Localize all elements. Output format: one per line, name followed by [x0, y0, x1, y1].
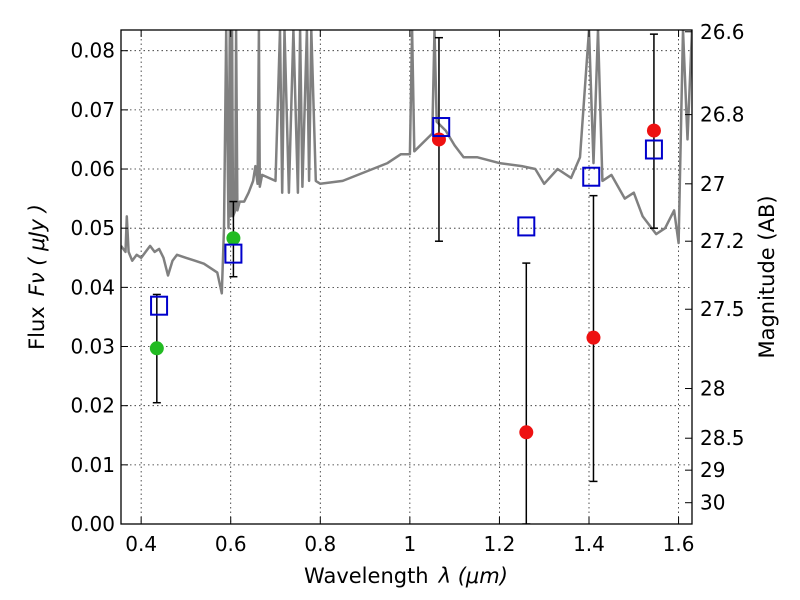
template-spectrum-line	[121, 30, 692, 295]
right-axis-label: Magnitude (AB)	[755, 195, 779, 358]
photometry-point	[149, 341, 164, 356]
model-flux-marker	[517, 216, 536, 237]
x-axis-label-symbol: λ (μm)	[438, 564, 508, 588]
right-tick-label: 26.8	[700, 103, 745, 127]
model-flux-marker	[582, 166, 601, 187]
photometry-point	[646, 123, 661, 138]
gridlines	[121, 30, 692, 525]
x-tick-label: 1.6	[663, 532, 695, 556]
x-tick-label: 0.6	[215, 532, 247, 556]
model-flux-marker	[150, 295, 169, 316]
model-flux-marker	[644, 139, 663, 160]
photometry-point	[226, 231, 241, 246]
model-flux-marker	[224, 243, 243, 264]
y-axis-label: Flux Fν ( μJy )	[25, 204, 49, 350]
y-tick-label: 0.04	[70, 275, 115, 299]
right-tick-label: 30	[700, 491, 725, 515]
y-tick-label: 0.02	[70, 394, 115, 418]
x-axis-label: Wavelength λ (μm)	[304, 564, 508, 588]
right-tick-label: 26.6	[700, 20, 745, 44]
y-tick-label: 0.05	[70, 216, 115, 240]
right-tick-label: 27.5	[700, 297, 745, 321]
right-tick-label: 27	[700, 172, 725, 196]
x-tick-label: 0.8	[304, 532, 336, 556]
plot-frame	[120, 29, 693, 525]
x-axis-label-text: Wavelength	[304, 564, 429, 588]
photometry-point	[519, 425, 534, 440]
right-tick-label: 28.5	[700, 426, 745, 450]
x-tick-label: 1.4	[573, 532, 605, 556]
y-tick-label: 0.03	[70, 335, 115, 359]
x-tick-label: 1	[403, 532, 416, 556]
y-tick-label: 0.00	[70, 512, 115, 536]
photometry-point	[586, 330, 601, 345]
data-layer	[121, 30, 692, 524]
y-tick-label: 0.08	[70, 39, 115, 63]
x-tick-label: 0.4	[125, 532, 157, 556]
right-tick-label: 28	[700, 377, 725, 401]
model-flux-marker	[432, 117, 451, 138]
right-tick-label: 29	[700, 458, 725, 482]
right-tick-label: 27.2	[700, 229, 745, 253]
y-tick-label: 0.07	[70, 98, 115, 122]
axis-ticks: 0.4 0.6 0.8 1 1.2 1.4 1.6 0.00 0.01 0.02 0.03 0.04 0…	[70, 20, 744, 556]
y-axis-label-symbol: Fν ( μJy )	[25, 204, 49, 296]
x-tick-label: 1.2	[484, 532, 516, 556]
y-axis-label-text: Flux	[25, 306, 49, 350]
y-tick-label: 0.01	[70, 453, 115, 477]
y-tick-label: 0.06	[70, 157, 115, 181]
